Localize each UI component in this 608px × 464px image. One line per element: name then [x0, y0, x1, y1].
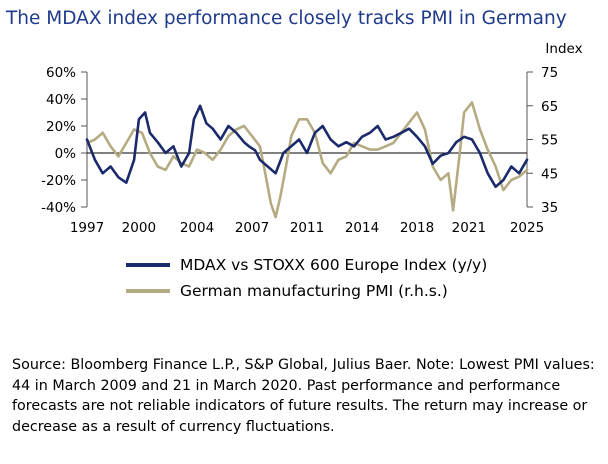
- x-tick-label: 2000: [122, 220, 156, 236]
- left-tick-label: 0%: [55, 146, 77, 162]
- right-axis-label: Index: [545, 41, 582, 57]
- right-tick-label: 55: [541, 133, 558, 149]
- left-tick-label: -20%: [41, 173, 76, 189]
- x-tick-label: 2004: [180, 220, 214, 236]
- series-group: [85, 101, 529, 219]
- tick-labels: 60% 40% 20% 0% -20% -40% 75 65 55 45 35 Index 1997 20…: [41, 41, 582, 236]
- line-chart: 60% 40% 20% 0% -20% -40% 75 65 55 45 35 Index 1997 20…: [41, 41, 582, 236]
- x-tick-label: 2021: [452, 220, 486, 236]
- right-tick-label: 75: [541, 65, 558, 81]
- left-tick-label: -40%: [41, 200, 76, 216]
- axes: [81, 71, 533, 208]
- chart-title: The MDAX index performance closely track…: [6, 8, 567, 29]
- legend: MDAX vs STOXX 600 Europe Index (y/y) Ger…: [126, 252, 487, 304]
- legend-item-mdax: MDAX vs STOXX 600 Europe Index (y/y): [126, 252, 487, 278]
- x-tick-label: 2011: [290, 220, 324, 236]
- x-tick-label: 2014: [345, 220, 379, 236]
- right-tick-label: 35: [541, 200, 558, 216]
- x-tick-label: 1997: [70, 220, 104, 236]
- legend-label-mdax: MDAX vs STOXX 600 Europe Index (y/y): [180, 256, 488, 274]
- series-line-pmi: [85, 101, 529, 219]
- x-tick-label: 2025: [510, 220, 544, 236]
- source-note: Source: Bloomberg Finance L.P., S&P Glob…: [12, 357, 595, 435]
- legend-swatch-mdax: [126, 263, 170, 267]
- legend-label-pmi: German manufacturing PMI (r.h.s.): [180, 282, 448, 300]
- series-line-mdax: [85, 104, 529, 189]
- x-tick-label: 2007: [235, 220, 269, 236]
- left-tick-label: 60%: [46, 65, 76, 81]
- right-tick-label: 65: [541, 99, 558, 115]
- legend-item-pmi: German manufacturing PMI (r.h.s.): [126, 278, 487, 304]
- right-tick-label: 45: [541, 166, 558, 182]
- legend-swatch-pmi: [126, 289, 170, 293]
- left-tick-label: 20%: [46, 119, 76, 135]
- x-tick-label: 2018: [400, 220, 434, 236]
- left-tick-label: 40%: [46, 92, 76, 108]
